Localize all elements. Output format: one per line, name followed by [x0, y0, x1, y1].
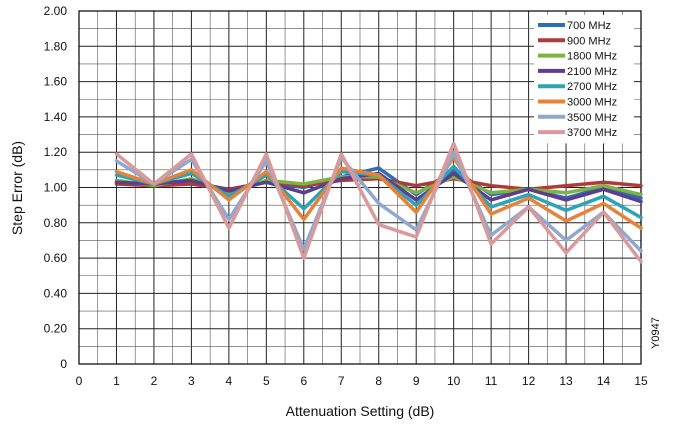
x-tick-label: 4	[226, 374, 233, 388]
y-tick-label: 0.80	[44, 216, 68, 230]
x-tick-label: 14	[597, 374, 611, 388]
series-lines	[114, 141, 643, 264]
x-tick-label: 3	[188, 374, 195, 388]
y-tick-label: 1.40	[44, 110, 68, 124]
x-tick-label: 10	[447, 374, 461, 388]
x-tick-label: 13	[559, 374, 573, 388]
x-axis-title: Attenuation Setting (dB)	[286, 403, 435, 419]
legend-label: 1800 MHz	[567, 51, 617, 63]
y-axis-title: Step Error (dB)	[9, 141, 25, 235]
x-tick-label: 12	[522, 374, 536, 388]
legend-label: 2100 MHz	[567, 66, 617, 78]
y-tick-labels: 0 0.20 0.40 0.60 0.80 1.00 1.20 1.40 1.60 1.80 2.0…	[44, 4, 68, 371]
legend: 700 MHz 900 MHz 1800 MHz 2100 MHz 2700 MHz 30…	[534, 15, 634, 144]
y-tick-label: 1.80	[44, 39, 68, 53]
figure-code-label: Y0947	[650, 317, 662, 349]
x-tick-label: 9	[413, 374, 420, 388]
y-tick-label: 0.60	[44, 251, 68, 265]
series-line	[114, 141, 643, 264]
y-tick-label: 1.20	[44, 145, 68, 159]
y-tick-label: 0.40	[44, 286, 68, 300]
y-tick-label: 2.00	[44, 4, 68, 18]
y-tick-label: 0	[60, 357, 67, 371]
y-tick-label: 1.00	[44, 181, 68, 195]
x-tick-label: 6	[300, 374, 307, 388]
legend-background	[534, 15, 634, 144]
y-tick-label: 0.20	[44, 322, 68, 336]
x-tick-label: 1	[113, 374, 120, 388]
legend-label: 3000 MHz	[567, 97, 617, 109]
x-tick-label: 15	[634, 374, 648, 388]
legend-label: 3700 MHz	[567, 127, 617, 139]
x-tick-labels: 0 1 2 3 4 5 6 7 8 9 10 11 12 13 14 15	[76, 374, 648, 388]
x-tick-label: 8	[375, 374, 382, 388]
legend-label: 3500 MHz	[567, 112, 617, 124]
x-tick-label: 11	[485, 374, 498, 388]
x-tick-label: 5	[263, 374, 270, 388]
legend-label: 900 MHz	[567, 35, 611, 47]
legend-label: 2700 MHz	[567, 81, 617, 93]
x-tick-label: 0	[76, 374, 83, 388]
x-tick-label: 7	[338, 374, 345, 388]
plot-frame	[78, 10, 642, 365]
x-tick-label: 2	[151, 374, 158, 388]
y-tick-label: 1.60	[44, 75, 68, 89]
legend-label: 700 MHz	[567, 20, 611, 32]
